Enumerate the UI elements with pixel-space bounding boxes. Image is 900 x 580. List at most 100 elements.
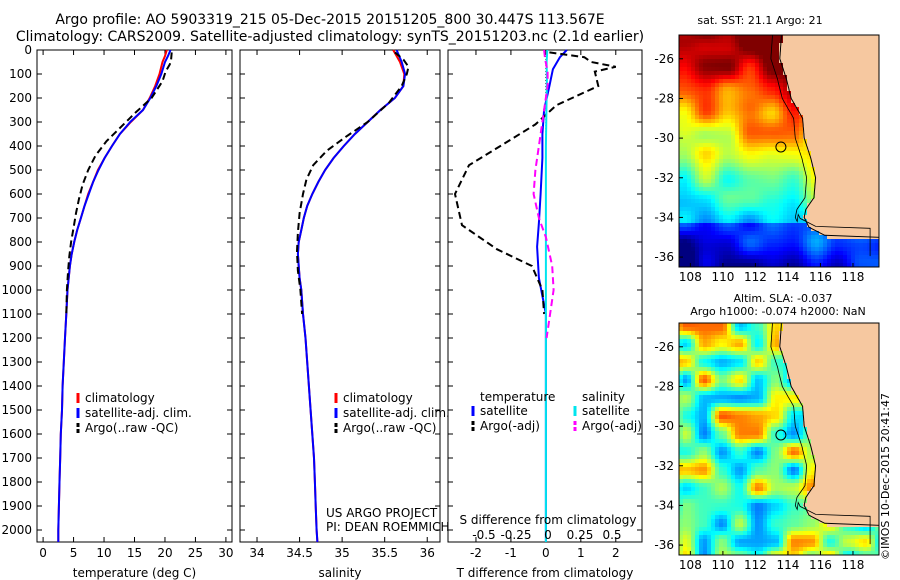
map-cell xyxy=(755,47,759,51)
map-cell xyxy=(751,67,755,71)
map-cell xyxy=(771,51,775,55)
map-cell xyxy=(695,183,699,187)
map-cell xyxy=(855,399,859,403)
map-cell xyxy=(831,147,835,151)
map-cell xyxy=(839,415,843,419)
map-cell xyxy=(831,59,835,63)
map-cell xyxy=(783,215,787,219)
map-cell xyxy=(719,207,723,211)
map-cell xyxy=(851,55,855,59)
map-cell xyxy=(819,239,823,243)
map-cell xyxy=(815,427,819,431)
map-cell xyxy=(775,59,779,63)
map-cell xyxy=(687,399,691,403)
map-cell xyxy=(731,195,735,199)
map-cell xyxy=(839,171,843,175)
map-cell xyxy=(747,39,751,43)
map-cell xyxy=(691,179,695,183)
map-cell xyxy=(831,455,835,459)
map-cell xyxy=(691,447,695,451)
map-cell xyxy=(687,203,691,207)
map-cell xyxy=(827,343,831,347)
map-cell xyxy=(707,423,711,427)
map-cell xyxy=(715,211,719,215)
map-sst-xtick-label: 108 xyxy=(679,270,702,284)
map-cell xyxy=(771,227,775,231)
map-cell xyxy=(807,363,811,367)
map-cell xyxy=(807,119,811,123)
map-cell xyxy=(851,87,855,91)
map-cell xyxy=(743,263,747,267)
map-cell xyxy=(819,355,823,359)
map-cell xyxy=(743,139,747,143)
map-cell xyxy=(731,351,735,355)
map-cell xyxy=(767,111,771,115)
map-cell xyxy=(855,115,859,119)
map-cell xyxy=(719,215,723,219)
map-cell xyxy=(711,187,715,191)
map-cell xyxy=(679,91,683,95)
map-cell xyxy=(783,427,787,431)
map-cell xyxy=(731,387,735,391)
map-cell xyxy=(683,351,687,355)
map-cell xyxy=(807,451,811,455)
map-cell xyxy=(867,123,871,127)
map-cell xyxy=(779,259,783,263)
map-cell xyxy=(679,387,683,391)
map-cell xyxy=(735,363,739,367)
map-cell xyxy=(807,127,811,131)
map-cell xyxy=(711,51,715,55)
map-cell xyxy=(799,331,803,335)
map-cell xyxy=(787,239,791,243)
map-cell xyxy=(767,175,771,179)
map-cell xyxy=(843,195,847,199)
map-cell xyxy=(747,263,751,267)
map-cell xyxy=(703,451,707,455)
map-cell xyxy=(811,55,815,59)
map-cell xyxy=(755,419,759,423)
map-cell xyxy=(711,215,715,219)
map-cell xyxy=(787,175,791,179)
map-cell xyxy=(747,47,751,51)
map-cell xyxy=(719,67,723,71)
map-cell xyxy=(787,95,791,99)
map-cell xyxy=(871,103,875,107)
map-cell xyxy=(783,119,787,123)
map-cell xyxy=(755,87,759,91)
map-cell xyxy=(771,131,775,135)
map-cell xyxy=(687,59,691,63)
map-cell xyxy=(715,151,719,155)
map-cell xyxy=(739,391,743,395)
map-cell xyxy=(803,119,807,123)
map-cell xyxy=(755,143,759,147)
map-cell xyxy=(711,463,715,467)
map-cell xyxy=(787,35,791,39)
map-cell xyxy=(731,91,735,95)
map-cell xyxy=(763,67,767,71)
map-cell xyxy=(679,107,683,111)
map-cell xyxy=(751,171,755,175)
map-cell xyxy=(687,359,691,363)
map-cell xyxy=(727,247,731,251)
map-cell xyxy=(743,399,747,403)
map-cell xyxy=(767,423,771,427)
map-cell xyxy=(735,207,739,211)
map-cell xyxy=(691,375,695,379)
map-cell xyxy=(759,411,763,415)
map-cell xyxy=(823,47,827,51)
map-cell xyxy=(811,403,815,407)
map-cell xyxy=(731,395,735,399)
map-cell xyxy=(831,403,835,407)
map-cell xyxy=(695,187,699,191)
map-cell xyxy=(751,215,755,219)
map-cell xyxy=(695,435,699,439)
map-cell xyxy=(827,259,831,263)
map-cell xyxy=(703,87,707,91)
difference-xtick-label: -1 xyxy=(505,546,517,560)
map-cell xyxy=(775,175,779,179)
map-cell xyxy=(763,423,767,427)
map-cell xyxy=(803,127,807,131)
map-cell xyxy=(755,327,759,331)
map-cell xyxy=(767,443,771,447)
map-cell xyxy=(871,123,875,127)
